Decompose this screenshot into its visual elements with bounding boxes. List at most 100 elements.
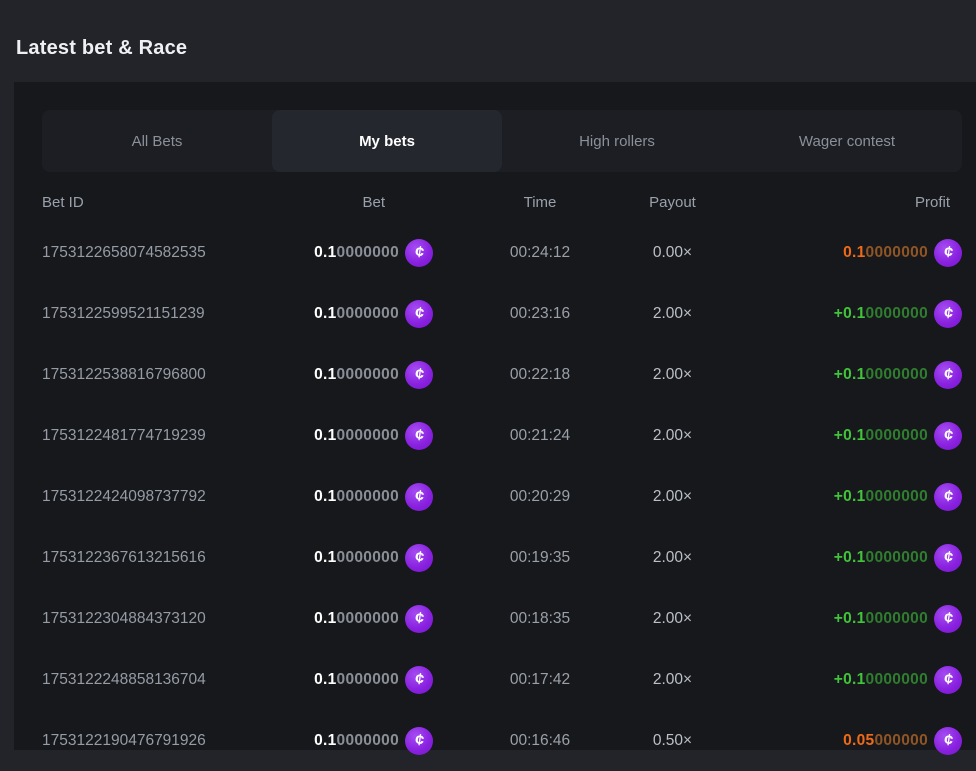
bet-payout: 2.00× (640, 366, 705, 384)
bet-payout: 2.00× (640, 488, 705, 506)
coin-icon: ¢ (934, 239, 962, 267)
bet-profit-main: 0.05 (843, 732, 874, 749)
bet-payout: 0.50× (640, 732, 705, 750)
bet-amount-main: 0.1 (314, 427, 336, 444)
bet-profit: +0.10000000 ¢ (705, 361, 962, 389)
bet-amount: 0.10000000 ¢ (257, 483, 440, 511)
bet-payout: 0.00× (640, 244, 705, 262)
bet-payout: 2.00× (640, 305, 705, 323)
bet-amount-main: 0.1 (314, 610, 336, 627)
coin-icon: ¢ (934, 666, 962, 694)
bet-profit-main: +0.1 (834, 549, 866, 566)
coin-icon: ¢ (934, 300, 962, 328)
coin-icon: ¢ (405, 239, 433, 267)
latest-bets-panel: All Bets My bets High rollers Wager cont… (14, 82, 976, 750)
coin-icon: ¢ (934, 544, 962, 572)
table-row[interactable]: 1753122481774719239 0.10000000 ¢ 00:21:2… (42, 405, 962, 466)
table-row[interactable]: 1753122190476791926 0.10000000 ¢ 00:16:4… (42, 710, 962, 771)
bet-profit-zeros: 0000000 (866, 305, 928, 322)
table-row[interactable]: 1753122658074582535 0.10000000 ¢ 00:24:1… (42, 222, 962, 283)
bet-amount-zeros: 0000000 (337, 427, 399, 444)
bet-profit-main: +0.1 (834, 305, 866, 322)
coin-icon: ¢ (934, 727, 962, 755)
tab-my-bets[interactable]: My bets (272, 110, 502, 172)
coin-icon: ¢ (934, 361, 962, 389)
table-row[interactable]: 1753122538816796800 0.10000000 ¢ 00:22:1… (42, 344, 962, 405)
bet-id: 1753122367613215616 (42, 549, 257, 567)
bet-amount-main: 0.1 (314, 244, 336, 261)
table-header: Bet ID Bet Time Payout Profit (42, 182, 962, 222)
coin-icon: ¢ (934, 605, 962, 633)
table-row[interactable]: 1753122599521151239 0.10000000 ¢ 00:23:1… (42, 283, 962, 344)
bet-profit: 0.10000000 ¢ (705, 239, 962, 267)
bet-profit-zeros: 0000000 (866, 427, 928, 444)
bet-id: 1753122538816796800 (42, 366, 257, 384)
bet-profit: +0.10000000 ¢ (705, 605, 962, 633)
bet-time: 00:16:46 (440, 732, 640, 750)
bet-amount-zeros: 0000000 (337, 732, 399, 749)
bet-id: 1753122481774719239 (42, 427, 257, 445)
coin-icon: ¢ (934, 483, 962, 511)
bet-id: 1753122424098737792 (42, 488, 257, 506)
bet-time: 00:19:35 (440, 549, 640, 567)
bet-time: 00:17:42 (440, 671, 640, 689)
bet-time: 00:20:29 (440, 488, 640, 506)
bet-amount-zeros: 0000000 (337, 305, 399, 322)
coin-icon: ¢ (405, 666, 433, 694)
bets-table: Bet ID Bet Time Payout Profit 1753122658… (42, 182, 962, 771)
bet-profit: 0.05000000 ¢ (705, 727, 962, 755)
bets-tabbar: All Bets My bets High rollers Wager cont… (42, 110, 962, 172)
bet-amount: 0.10000000 ¢ (257, 605, 440, 633)
bet-profit-zeros: 0000000 (866, 610, 928, 627)
bet-profit: +0.10000000 ¢ (705, 483, 962, 511)
coin-icon: ¢ (405, 361, 433, 389)
tab-all-bets[interactable]: All Bets (42, 110, 272, 172)
bet-time: 00:18:35 (440, 610, 640, 628)
table-row[interactable]: 1753122424098737792 0.10000000 ¢ 00:20:2… (42, 466, 962, 527)
bet-profit: +0.10000000 ¢ (705, 666, 962, 694)
table-row[interactable]: 1753122248858136704 0.10000000 ¢ 00:17:4… (42, 649, 962, 710)
bet-amount-main: 0.1 (314, 305, 336, 322)
bet-amount-zeros: 0000000 (337, 244, 399, 261)
bet-profit-zeros: 0000000 (866, 549, 928, 566)
bet-profit: +0.10000000 ¢ (705, 544, 962, 572)
coin-icon: ¢ (405, 300, 433, 328)
bet-time: 00:24:12 (440, 244, 640, 262)
bet-amount: 0.10000000 ¢ (257, 666, 440, 694)
bet-amount: 0.10000000 ¢ (257, 422, 440, 450)
bet-time: 00:23:16 (440, 305, 640, 323)
bet-amount-zeros: 0000000 (337, 610, 399, 627)
coin-icon: ¢ (405, 727, 433, 755)
bet-time: 00:22:18 (440, 366, 640, 384)
coin-icon: ¢ (405, 483, 433, 511)
bet-payout: 2.00× (640, 427, 705, 445)
bet-profit-main: +0.1 (834, 366, 866, 383)
bet-amount-zeros: 0000000 (337, 671, 399, 688)
tab-high-rollers[interactable]: High rollers (502, 110, 732, 172)
col-header-profit: Profit (705, 194, 962, 211)
bet-id: 1753122599521151239 (42, 305, 257, 323)
tab-wager-contest[interactable]: Wager contest (732, 110, 962, 172)
table-row[interactable]: 1753122367613215616 0.10000000 ¢ 00:19:3… (42, 527, 962, 588)
bet-amount-zeros: 0000000 (337, 549, 399, 566)
coin-icon: ¢ (405, 544, 433, 572)
bet-id: 1753122304884373120 (42, 610, 257, 628)
bet-rows: 1753122658074582535 0.10000000 ¢ 00:24:1… (42, 222, 962, 771)
bet-payout: 2.00× (640, 549, 705, 567)
bet-profit-zeros: 0000000 (866, 488, 928, 505)
col-header-time: Time (440, 194, 640, 211)
bet-profit-main: +0.1 (834, 610, 866, 627)
bet-profit: +0.10000000 ¢ (705, 422, 962, 450)
bet-amount-zeros: 0000000 (337, 366, 399, 383)
bet-profit-main: +0.1 (834, 671, 866, 688)
bet-amount: 0.10000000 ¢ (257, 239, 440, 267)
bet-id: 1753122248858136704 (42, 671, 257, 689)
bet-amount-main: 0.1 (314, 671, 336, 688)
table-row[interactable]: 1753122304884373120 0.10000000 ¢ 00:18:3… (42, 588, 962, 649)
bet-amount: 0.10000000 ¢ (257, 544, 440, 572)
bet-profit-zeros: 0000000 (866, 671, 928, 688)
col-header-bet-id: Bet ID (42, 194, 257, 211)
bet-payout: 2.00× (640, 610, 705, 628)
bet-profit-zeros: 0000000 (866, 244, 928, 261)
bet-profit-main: 0.1 (843, 244, 865, 261)
